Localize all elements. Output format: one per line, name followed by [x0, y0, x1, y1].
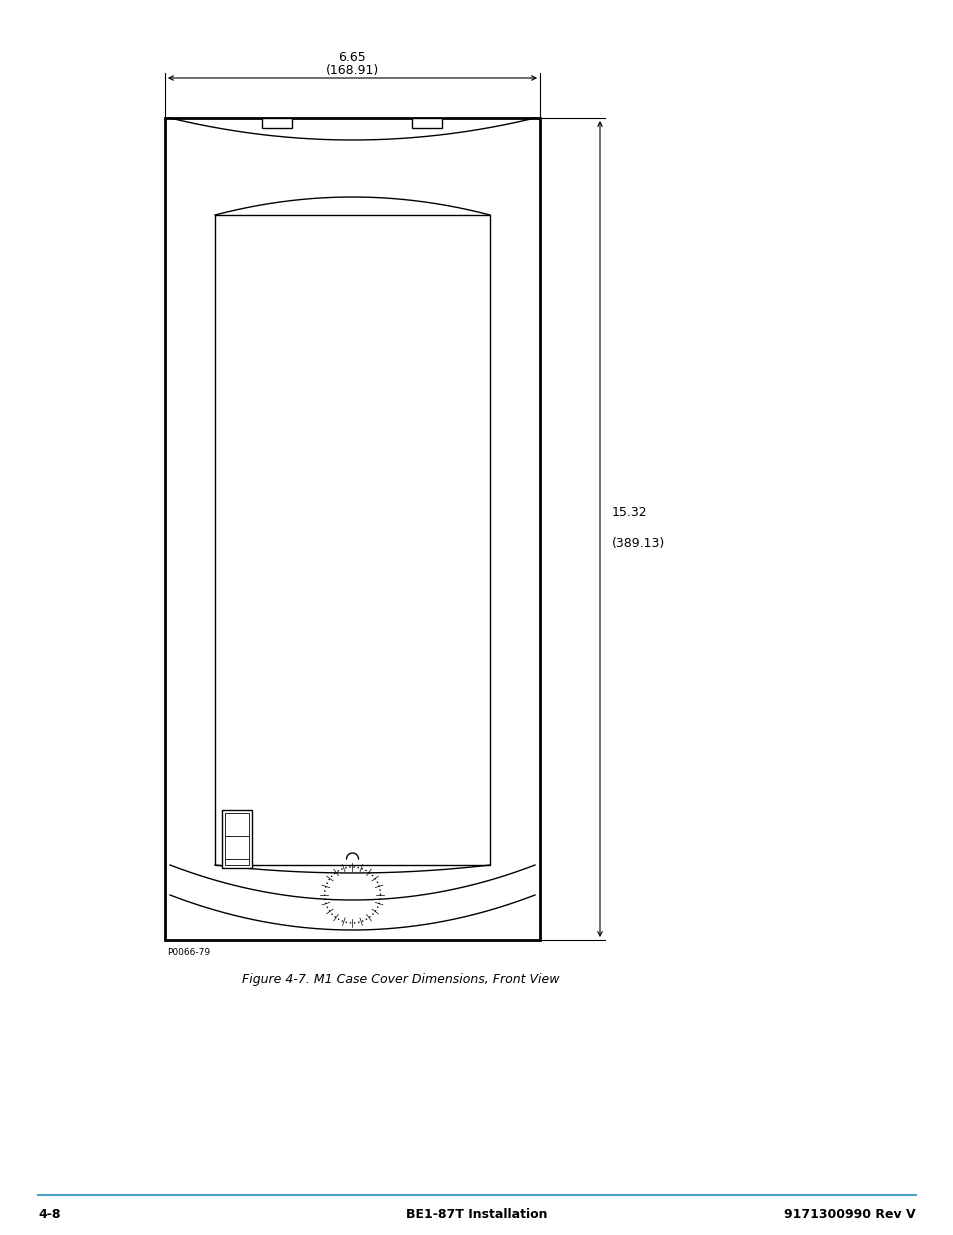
Text: BE1-87T Installation: BE1-87T Installation	[406, 1209, 547, 1221]
Text: 6.65: 6.65	[338, 51, 366, 64]
Bar	[222, 810, 252, 868]
Text: (168.91): (168.91)	[326, 64, 378, 77]
Text: 9171300990 Rev V: 9171300990 Rev V	[783, 1209, 915, 1221]
Text: 15.32: 15.32	[612, 506, 647, 519]
Text: 4-8: 4-8	[38, 1209, 61, 1221]
Text: P0066-79: P0066-79	[167, 948, 210, 957]
Text: (389.13): (389.13)	[612, 537, 664, 550]
Text: Figure 4-7. M1 Case Cover Dimensions, Front View: Figure 4-7. M1 Case Cover Dimensions, Fr…	[242, 973, 558, 987]
Bar	[412, 119, 442, 128]
Bar	[262, 119, 293, 128]
Bar	[225, 813, 249, 864]
Bar	[214, 215, 490, 864]
Bar	[165, 119, 539, 940]
